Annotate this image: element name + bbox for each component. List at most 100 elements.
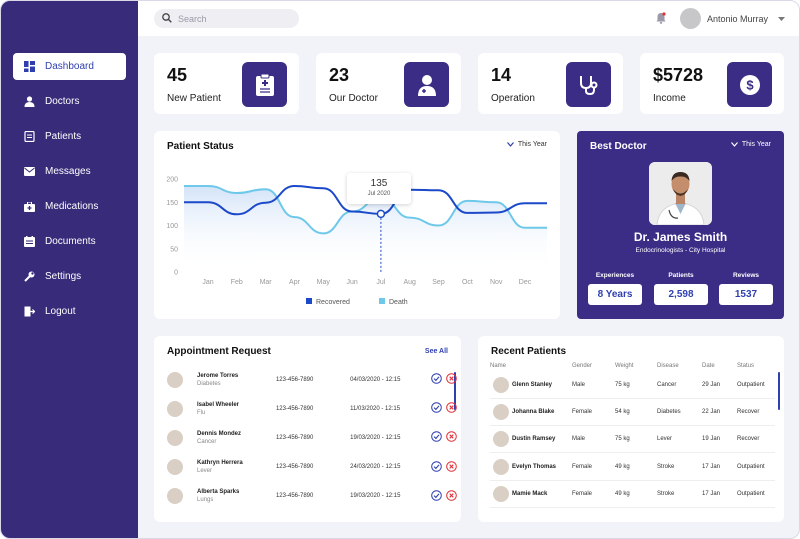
see-all-link[interactable]: See All [424,348,448,355]
cell-status: Outpatient [737,490,765,497]
close-icon[interactable] [446,373,457,386]
close-icon[interactable] [446,460,457,474]
close-icon[interactable] [446,489,457,503]
x-tick-label: Nov [490,279,503,286]
sidebar-item-dashboard[interactable]: Dashboard [13,53,126,80]
experience-stat: Experiences 8 Years [588,272,642,305]
check-icon[interactable] [431,402,442,415]
phone-number: 123-456-7890 [275,493,314,500]
patients-stat: Patients 2,598 [654,272,708,305]
table-row[interactable]: Dustin Ramsey Male 75 kg Lever 19 Jan Recover [490,426,775,454]
chevron-down-icon [730,142,738,147]
avatar [493,377,509,393]
patient-info: Dennis Mondez Cancer [197,431,276,445]
scrollbar[interactable] [778,372,780,410]
sidebar-item-label: Patients [45,131,82,142]
x-tick-label: Jul [376,279,385,286]
series-lines [184,184,547,235]
cell-disease: Stroke [657,490,675,497]
scrollbar[interactable] [454,372,456,410]
sidebar-item-logout[interactable]: Logout [13,298,126,325]
patient-info: Isabel Wheeler Flu [197,402,276,416]
dropdown-value: This Year [517,141,547,148]
table-row[interactable]: Johanna Blake Female 54 kg Diabetes 22 Jan Re… [490,399,775,427]
sidebar-item-messages[interactable]: Messages [13,158,126,185]
series-line-death [184,185,547,235]
sidebar-item-patients[interactable]: Patients [13,123,126,150]
x-tick-label: Oct [462,279,473,286]
patient-name: Jerome Torres [197,372,239,379]
stethoscope-icon [566,62,611,107]
close-icon[interactable] [446,431,457,444]
avatar [167,429,183,446]
cell-gender: Male [572,382,586,388]
avatar [493,458,509,475]
appointment-datetime: 19/03/2020 - 12:15 [350,434,401,441]
column-header-gender: Gender [572,363,593,369]
patient-name: Isabel Wheeler [197,401,240,408]
y-tick-label: 200 [166,177,178,184]
stat-value: 1537 [719,284,773,305]
dropdown-value: This Year [741,141,771,148]
list-item[interactable]: Isabel Wheeler Flu 123-456-7890 11/03/2020 … [167,394,457,423]
x-tick-label: Apr [289,279,301,286]
sidebar-item-settings[interactable]: Settings [13,263,126,290]
highlight-point[interactable] [376,209,386,219]
list-item[interactable]: Dennis Mondez Cancer 123-456-7890 19/03/202… [167,423,457,452]
check-icon[interactable] [431,373,442,386]
x-tick-label: Dec [519,279,532,286]
stat-value: 23 [329,65,350,85]
stat-card-operation: 14 Operation [478,53,623,114]
sidebar-item-documents[interactable]: Documents [13,228,126,255]
check-icon[interactable] [431,431,442,444]
avatar [167,371,183,388]
doctor-icon [13,96,45,107]
cell-weight: 49 kg [615,490,630,497]
cell-disease: Stroke [657,463,675,470]
close-icon[interactable] [446,402,457,415]
card-title: Patient Status [167,141,234,152]
cell-status: Outpatient [737,463,765,470]
column-header-disease: Disease [657,363,679,369]
table-row[interactable]: Evelyn Thomas Female 49 kg Stroke 17 Jan Outp… [490,454,775,481]
list-item[interactable]: Kathryn Herrera Lever 123-456-7890 24/03/20… [167,453,457,482]
avatar [167,488,183,505]
period-dropdown[interactable]: This Year [506,141,547,148]
period-dropdown[interactable]: This Year [730,141,771,148]
bell-icon[interactable] [656,11,666,26]
chevron-down-icon[interactable] [778,14,785,24]
x-axis: Jan Feb Mar Apr May Jun Jul Aug Sep Oct Nov Dec [202,279,531,286]
medications-icon [13,201,45,212]
stat-label: Our Doctor [329,93,378,104]
card-title: Best Doctor [590,141,647,152]
svg-text:$: $ [746,77,754,92]
sidebar-item-label: Documents [45,236,96,247]
stat-value: 14 [491,65,512,85]
card-title: Appointment Request [167,346,271,357]
cell-weight: 49 kg [615,463,630,470]
sidebar-item-medications[interactable]: Medications [13,193,126,220]
dollar-icon: $ [727,62,772,107]
table-row[interactable]: Glenn Stanley Male 75 kg Cancer 29 Jan Outpat… [490,372,775,399]
cell-date: 19 Jan [702,436,721,443]
list-item[interactable]: Jerome Torres Diabetes 123-456-7890 04/03/2… [167,365,457,394]
y-axis: 200 150 100 50 0 [166,177,178,277]
sidebar-item-doctors[interactable]: Doctors [13,88,126,115]
user-menu[interactable]: Antonio Murray [656,8,785,29]
column-header-status: Status [737,363,755,369]
stat-label: New Patient [167,93,221,104]
avatar[interactable] [679,8,701,29]
table-row[interactable]: Mamie Mack Female 49 kg Stroke 17 Jan Outpati… [490,481,775,508]
patient-condition: Diabetes [197,380,221,387]
legend-label-death: Death [389,299,408,306]
legend-swatch-recovered [306,298,312,304]
death-area [184,186,547,272]
list-item[interactable]: Alberta Sparks Lungs 123-456-7890 19/03/202… [167,482,457,511]
check-icon[interactable] [431,489,442,503]
search-input[interactable] [178,13,278,24]
sidebar-item-label: Medications [45,201,99,212]
x-tick-label: Jun [346,279,357,286]
x-tick-label: Feb [231,279,243,286]
check-icon[interactable] [431,460,442,474]
patient-info: Alberta Sparks Lungs [197,489,276,503]
